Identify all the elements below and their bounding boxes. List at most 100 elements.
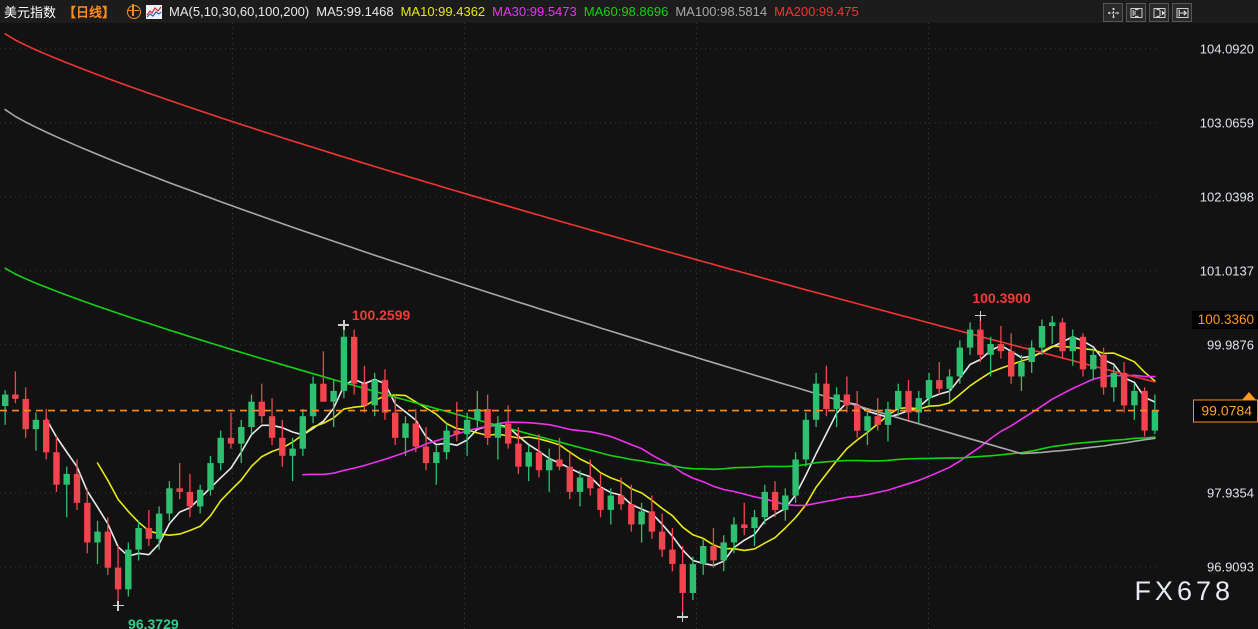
- candle: [361, 383, 368, 406]
- candle: [63, 473, 70, 485]
- candle: [494, 423, 502, 438]
- candle: [823, 383, 830, 409]
- candle: [771, 491, 779, 510]
- period-label[interactable]: 【日线】: [63, 5, 116, 20]
- candle: [433, 452, 440, 463]
- align-right-icon[interactable]: [1149, 3, 1169, 22]
- candle: [22, 398, 29, 430]
- candle: [412, 423, 419, 447]
- candle: [1059, 322, 1066, 352]
- candle: [1110, 372, 1117, 388]
- candle: [576, 477, 584, 492]
- candle: [2, 394, 9, 406]
- candle: [320, 383, 327, 402]
- candle: [546, 459, 553, 471]
- candle: [402, 423, 409, 438]
- last-price-arrow-icon: [1242, 391, 1256, 400]
- candle: [977, 329, 984, 355]
- ma-line-ma100: [4, 108, 1156, 455]
- candle: [689, 564, 697, 593]
- candle: [43, 419, 50, 453]
- extreme-marker-icon: [974, 310, 986, 321]
- swing-high-left: 100.2599: [351, 307, 411, 324]
- candle: [145, 528, 153, 539]
- candle: [720, 542, 727, 561]
- candle: [1120, 372, 1128, 406]
- candle: [330, 390, 337, 402]
- candle: [525, 452, 532, 467]
- candle: [730, 524, 738, 543]
- candle: [1079, 336, 1087, 370]
- align-left-icon[interactable]: [1126, 3, 1146, 22]
- candle: [94, 531, 101, 543]
- candle: [884, 409, 892, 425]
- candle: [73, 473, 81, 503]
- candle: [1090, 354, 1097, 370]
- chart-header: 美元指数 【日线】 MA(5,10,30,60,100,200) MA5:99.…: [0, 0, 1258, 23]
- axis-tick: 97.9354: [1207, 485, 1254, 501]
- candle: [679, 564, 686, 593]
- ma200-value: MA200:99.475: [774, 4, 859, 19]
- candle: [843, 394, 851, 406]
- candle: [966, 329, 974, 348]
- candle: [381, 380, 389, 413]
- candle: [925, 380, 933, 399]
- candle: [648, 511, 656, 532]
- candle: [515, 443, 522, 467]
- candle: [987, 344, 994, 355]
- candle: [556, 459, 563, 467]
- candle: [782, 495, 789, 510]
- candle: [474, 409, 481, 420]
- candle: [299, 416, 306, 449]
- candle: [217, 437, 224, 464]
- candle: [946, 376, 953, 389]
- extreme-marker-icon: [112, 600, 124, 611]
- candle: [905, 390, 912, 413]
- candle: [258, 401, 265, 417]
- candle: [1131, 390, 1138, 406]
- ma-config-label: MA(5,10,30,60,100,200): [169, 4, 310, 19]
- candle: [936, 380, 943, 389]
- candle: [484, 409, 491, 438]
- candle: [802, 419, 810, 460]
- candle: [1151, 410, 1159, 431]
- candle: [669, 549, 676, 564]
- candle: [587, 477, 594, 489]
- candle: [864, 416, 871, 431]
- candle: [463, 419, 471, 435]
- chart-thumbnail-icon[interactable]: [146, 4, 163, 19]
- candle: [997, 344, 1005, 352]
- crosshair-move-icon[interactable]: [1103, 3, 1123, 22]
- candle: [309, 383, 317, 417]
- candle: [166, 488, 173, 514]
- candle: [956, 347, 963, 377]
- ma60-value: MA60:98.8696: [583, 4, 669, 19]
- ma100-value: MA100:98.5814: [675, 4, 768, 19]
- gridlines: [0, 23, 1160, 629]
- candle: [1049, 322, 1056, 326]
- candle: [453, 430, 460, 435]
- price-axis[interactable]: 104.0920 103.0659 102.0398 101.0137 99.9876 9…: [1160, 23, 1258, 629]
- last-price-badge[interactable]: 99.0784: [1193, 399, 1258, 422]
- candle: [741, 524, 748, 528]
- axis-tick: 102.0398: [1199, 189, 1254, 205]
- ma-line-ma60: [4, 267, 1156, 471]
- symbol-name: 美元指数: [4, 5, 57, 20]
- candle: [371, 380, 378, 406]
- globe-icon[interactable]: [126, 4, 142, 19]
- ma30-value: MA30:99.5473: [492, 4, 577, 19]
- candle: [53, 452, 60, 485]
- candle: [1069, 336, 1076, 352]
- candle: [597, 488, 604, 510]
- candle: [197, 489, 204, 507]
- candle: [125, 549, 132, 590]
- candle: [268, 416, 276, 438]
- ma10-value: MA10:99.4362: [400, 4, 486, 19]
- candle: [566, 466, 573, 492]
- candle: [628, 504, 635, 525]
- jump-to-end-icon[interactable]: [1172, 3, 1192, 22]
- candle: [895, 390, 902, 409]
- candle: [710, 546, 717, 561]
